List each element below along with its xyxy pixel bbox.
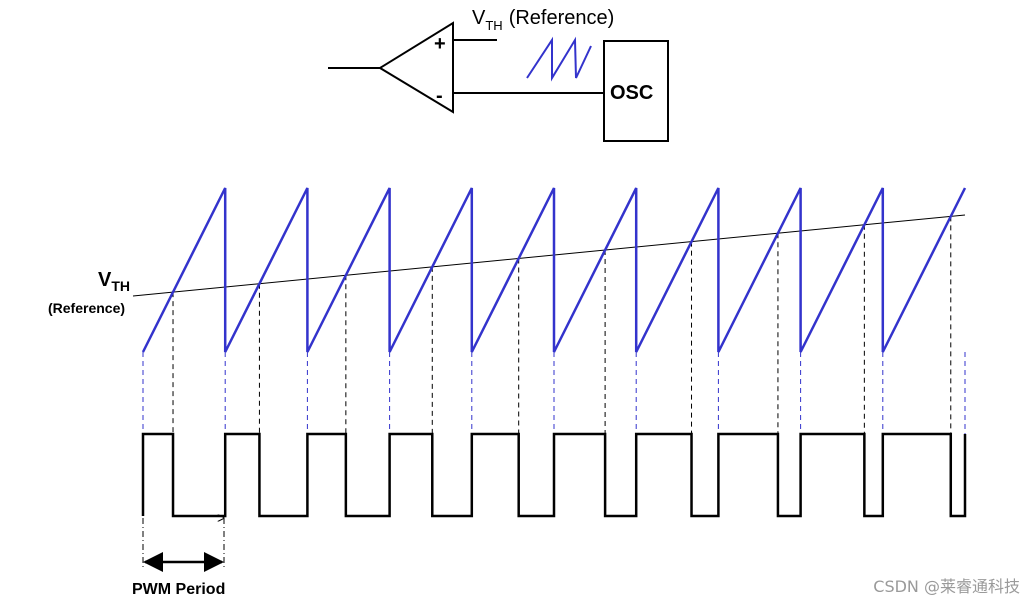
vth-reference-line [132, 214, 966, 297]
plus-sign: + [434, 33, 446, 55]
comparator-schematic: + - VTH (Reference) OSC [328, 7, 669, 142]
comparator-symbol [378, 21, 454, 114]
vth-reference-label: (Reference) [48, 300, 125, 316]
minus-sign: - [436, 85, 443, 107]
sawtooth-ramp-waveform [141, 187, 967, 353]
pwm-output-waveform [141, 432, 967, 518]
watermark: CSDN @莱睿通科技 [873, 577, 1020, 596]
waveforms: VTH (Reference) PWM Period [48, 187, 967, 598]
reference-label: VTH (Reference) [472, 7, 614, 33]
oscillator-block [603, 40, 669, 142]
pwm-period-label: PWM Period [132, 581, 225, 598]
vth-label: VTH [98, 269, 130, 294]
sawtooth-icon [526, 36, 592, 82]
oscillator-label: OSC [610, 82, 653, 104]
